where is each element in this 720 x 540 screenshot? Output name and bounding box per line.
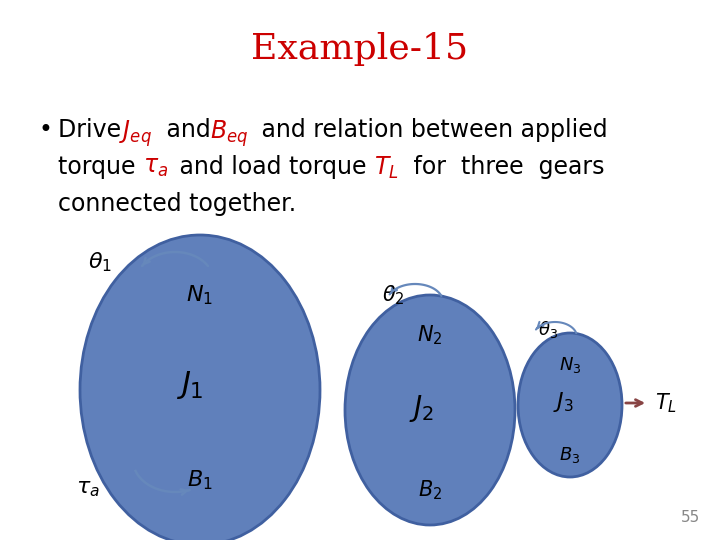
Text: Drive: Drive xyxy=(58,118,129,142)
Text: $\theta_3$: $\theta_3$ xyxy=(538,320,558,341)
Text: $B_2$: $B_2$ xyxy=(418,478,442,502)
Ellipse shape xyxy=(345,295,515,525)
Text: $\tau_a$: $\tau_a$ xyxy=(76,477,100,499)
Text: $\theta_2$: $\theta_2$ xyxy=(382,283,405,307)
Text: and load torque: and load torque xyxy=(172,155,374,179)
Text: $N_3$: $N_3$ xyxy=(559,355,581,375)
Text: •: • xyxy=(38,118,52,142)
Text: $T_L$: $T_L$ xyxy=(374,155,399,181)
Text: $B_{eq}$: $B_{eq}$ xyxy=(210,118,248,149)
Text: $B_1$: $B_1$ xyxy=(187,468,213,492)
Text: $B_3$: $B_3$ xyxy=(559,445,580,465)
Ellipse shape xyxy=(518,333,622,477)
Ellipse shape xyxy=(80,235,320,540)
Text: and: and xyxy=(159,118,218,142)
Text: Example-15: Example-15 xyxy=(251,32,469,66)
Text: 55: 55 xyxy=(680,510,700,525)
Text: $T_L$: $T_L$ xyxy=(655,391,677,415)
Text: connected together.: connected together. xyxy=(58,192,296,216)
Text: $N_1$: $N_1$ xyxy=(186,283,214,307)
Text: for  three  gears: for three gears xyxy=(406,155,605,179)
Text: torque: torque xyxy=(58,155,143,179)
Text: $\tau_a$: $\tau_a$ xyxy=(143,155,168,179)
Text: and relation between applied: and relation between applied xyxy=(254,118,608,142)
Text: $J_3$: $J_3$ xyxy=(553,390,573,414)
Text: $J_{eq}$: $J_{eq}$ xyxy=(119,118,152,149)
Text: $J_2$: $J_2$ xyxy=(410,393,435,423)
Text: $J_1$: $J_1$ xyxy=(176,369,204,401)
Text: $\theta_1$: $\theta_1$ xyxy=(88,250,112,274)
Text: $N_2$: $N_2$ xyxy=(418,323,443,347)
